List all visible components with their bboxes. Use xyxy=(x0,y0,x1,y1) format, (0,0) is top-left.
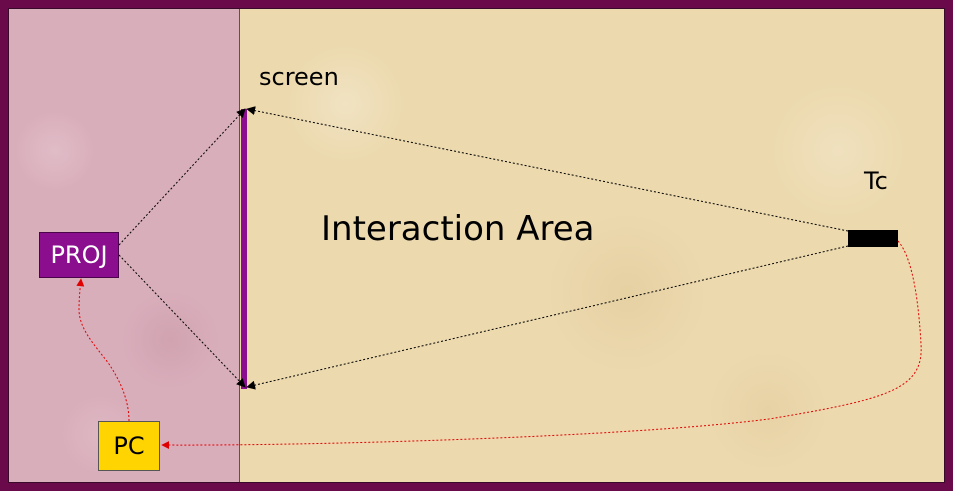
connection-lines xyxy=(76,106,922,450)
interaction-area-label: Interaction Area xyxy=(321,209,595,249)
projection-line-top xyxy=(118,108,246,246)
tc-line-bottom xyxy=(246,245,849,390)
screen-label: screen xyxy=(259,63,339,91)
interaction-room xyxy=(240,9,944,482)
pc-label: PC xyxy=(113,432,145,460)
projector-label: PROJ xyxy=(50,241,108,269)
tc-device xyxy=(848,230,898,247)
diagram-canvas: screen Interaction Area Tc PROJ PC xyxy=(8,8,945,483)
projection-line-bottom xyxy=(118,254,246,388)
pc-to-proj-link xyxy=(76,278,130,422)
pc-box: PC xyxy=(98,421,160,471)
tc-to-pc-link xyxy=(161,240,922,450)
tc-label: Tc xyxy=(864,167,888,195)
projection-room xyxy=(9,9,240,482)
projector-box: PROJ xyxy=(39,232,119,278)
projection-screen xyxy=(241,109,247,389)
